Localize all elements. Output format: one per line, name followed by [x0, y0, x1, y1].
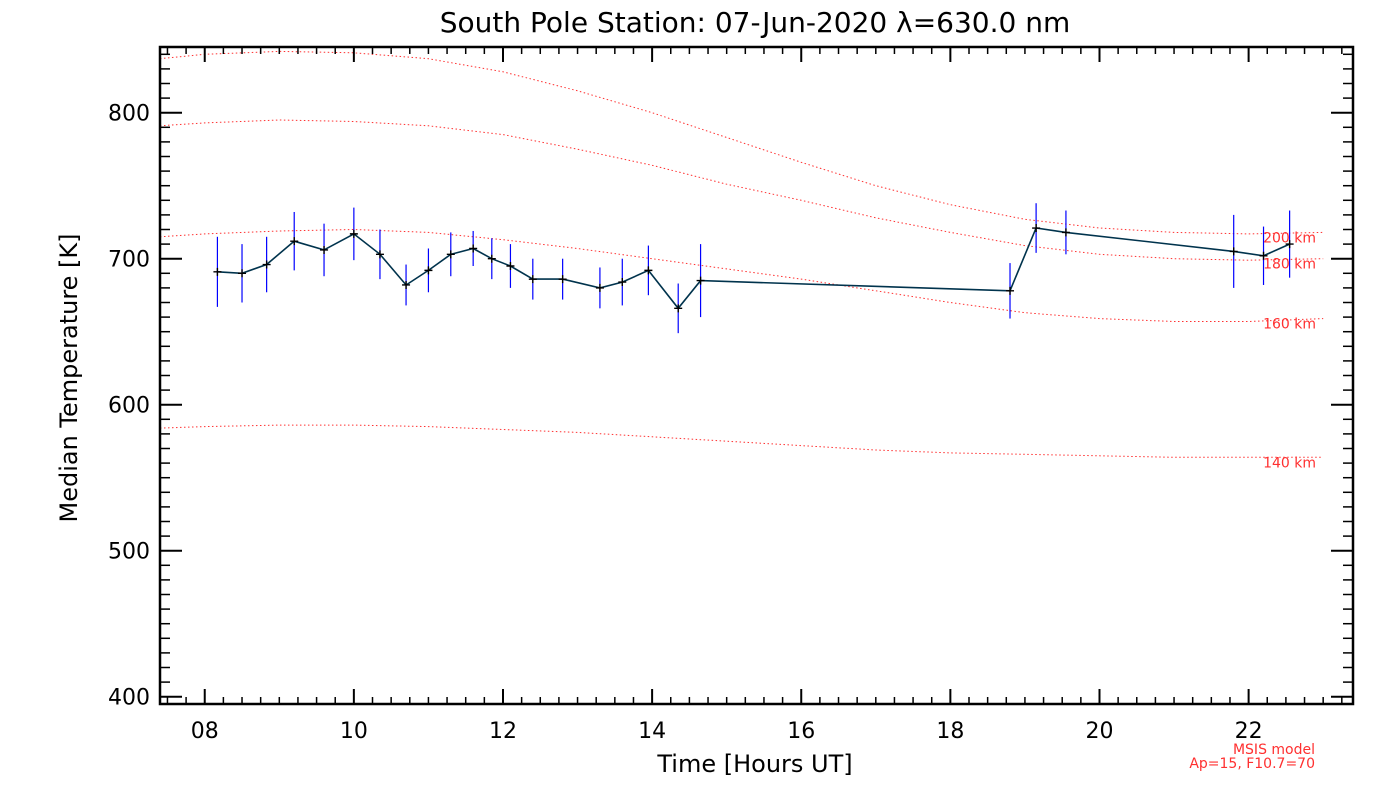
- data-point: [644, 266, 653, 275]
- y-tick-label: 500: [108, 540, 150, 565]
- data-point: [506, 262, 515, 270]
- data-point: [402, 280, 411, 289]
- data-point: [320, 245, 329, 254]
- model-curve-140-km: [159, 424, 1324, 458]
- data-point: [290, 237, 299, 246]
- data-point: [696, 276, 705, 285]
- chart-title: South Pole Station: 07-Jun-2020 λ=630.0 …: [440, 6, 1071, 39]
- x-tick-label: 10: [340, 719, 368, 744]
- x-tick-label: 14: [638, 719, 666, 744]
- model-curve-200-km: [159, 50, 1324, 235]
- model-curve-label: 160 km: [1263, 317, 1316, 333]
- data-point: [349, 229, 358, 238]
- series-line: [217, 227, 1290, 310]
- msis-model-title: MSIS model: [1233, 742, 1315, 758]
- data-point: [375, 250, 384, 259]
- y-tick-label: 800: [108, 102, 150, 127]
- data-point: [1006, 286, 1015, 295]
- data-point: [424, 266, 433, 275]
- model-curve-180-km: [159, 119, 1324, 261]
- axis-ticks: [160, 47, 1353, 704]
- axis-tick-labels: 08 10 12 14 16 18 20 22 400 500 600 700 800: [108, 102, 1263, 744]
- data-point: [1259, 251, 1268, 260]
- data-point: [487, 254, 496, 263]
- data-point: [558, 275, 567, 284]
- x-axis-label: Time [Hours UT]: [656, 750, 852, 778]
- y-tick-label: 600: [108, 394, 150, 419]
- y-tick-label: 400: [108, 686, 150, 711]
- y-tick-label: 700: [108, 248, 150, 273]
- model-curve-label: 140 km: [1263, 455, 1316, 471]
- data-point: [618, 278, 627, 287]
- x-tick-label: 22: [1235, 719, 1263, 744]
- data-point: [674, 304, 683, 313]
- data-point: [1061, 228, 1070, 237]
- data-point: [595, 283, 604, 292]
- data-point: [238, 269, 247, 278]
- plot-frame: [158, 45, 1355, 706]
- x-tick-label: 12: [489, 719, 517, 744]
- x-tick-label: 08: [191, 719, 219, 744]
- model-curve-160-km: [159, 228, 1324, 322]
- data-point: [1229, 247, 1238, 256]
- x-tick-label: 18: [936, 719, 964, 744]
- data-point: [528, 275, 537, 284]
- data-point: [1032, 224, 1041, 233]
- data-point: [262, 260, 271, 269]
- x-tick-label: 16: [787, 719, 815, 744]
- data-point: [213, 267, 222, 276]
- data-point: [469, 244, 478, 253]
- data-point: [1285, 240, 1294, 249]
- x-tick-label: 20: [1085, 719, 1113, 744]
- msis-model-params: Ap=15, F10.7=70: [1189, 756, 1315, 772]
- temperature-series: [213, 203, 1294, 334]
- y-axis-label: Median Temperature [K]: [55, 233, 83, 522]
- data-point: [446, 250, 455, 259]
